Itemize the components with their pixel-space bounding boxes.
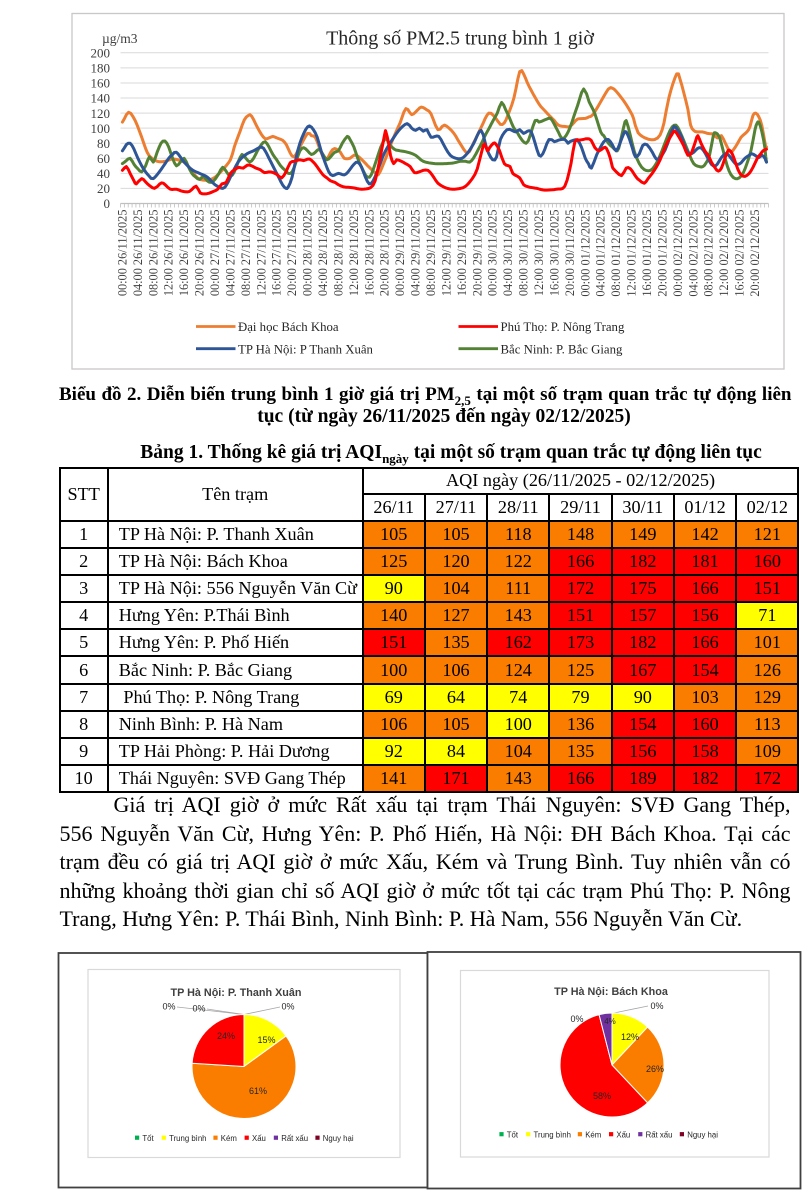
svg-text:TP Hà Nội: P. Thanh Xuân: TP Hà Nội: P. Thanh Xuân: [171, 987, 302, 999]
svg-text:Nguy hại: Nguy hại: [687, 1131, 718, 1140]
svg-text:0%: 0%: [650, 1001, 663, 1011]
svg-text:16:00 27/11/2025: 16:00 27/11/2025: [270, 210, 284, 297]
svg-text:Rất xấu: Rất xấu: [646, 1131, 673, 1140]
svg-text:04:00 29/11/2025: 04:00 29/11/2025: [409, 210, 423, 297]
svg-text:20:00 26/11/2025: 20:00 26/11/2025: [193, 210, 207, 297]
svg-text:200: 200: [91, 46, 111, 61]
svg-text:20:00 27/11/2025: 20:00 27/11/2025: [285, 210, 299, 297]
svg-text:61%: 61%: [249, 1086, 267, 1096]
svg-text:12%: 12%: [621, 1032, 639, 1042]
svg-text:Bắc Ninh: P. Bắc Giang: Bắc Ninh: P. Bắc Giang: [501, 342, 624, 356]
svg-text:Rất xấu: Rất xấu: [281, 1134, 308, 1143]
svg-text:140: 140: [91, 91, 111, 106]
svg-text:Kém: Kém: [221, 1134, 237, 1143]
svg-text:04:00 27/11/2025: 04:00 27/11/2025: [223, 210, 237, 297]
svg-text:20:00 29/11/2025: 20:00 29/11/2025: [470, 210, 484, 297]
svg-text:04:00 26/11/2025: 04:00 26/11/2025: [131, 210, 145, 297]
svg-text:15%: 15%: [257, 1035, 275, 1045]
svg-text:16:00 30/11/2025: 16:00 30/11/2025: [547, 210, 561, 297]
svg-text:12:00 28/11/2025: 12:00 28/11/2025: [347, 210, 361, 297]
svg-text:TP Hà Nội: P Thanh Xuân: TP Hà Nội: P Thanh Xuân: [238, 342, 374, 356]
svg-text:08:00 27/11/2025: 08:00 27/11/2025: [239, 210, 253, 297]
svg-text:00:00 27/11/2025: 00:00 27/11/2025: [208, 210, 222, 297]
svg-text:4%: 4%: [604, 1017, 616, 1026]
svg-text:100: 100: [91, 121, 111, 136]
svg-text:58%: 58%: [593, 1091, 611, 1101]
svg-text:16:00 01/12/2025: 16:00 01/12/2025: [640, 210, 654, 297]
svg-text:80: 80: [97, 136, 110, 151]
svg-text:12:00 02/12/2025: 12:00 02/12/2025: [717, 210, 731, 297]
svg-text:08:00 30/11/2025: 08:00 30/11/2025: [517, 210, 531, 297]
svg-text:0%: 0%: [570, 1014, 583, 1024]
svg-text:04:00 28/11/2025: 04:00 28/11/2025: [316, 210, 330, 297]
svg-text:16:00 26/11/2025: 16:00 26/11/2025: [177, 210, 191, 297]
svg-text:16:00 02/12/2025: 16:00 02/12/2025: [733, 210, 747, 297]
svg-text:20:00 01/12/2025: 20:00 01/12/2025: [655, 210, 669, 297]
svg-text:08:00 28/11/2025: 08:00 28/11/2025: [331, 210, 345, 297]
svg-text:04:00 01/12/2025: 04:00 01/12/2025: [594, 210, 608, 297]
svg-text:00:00 30/11/2025: 00:00 30/11/2025: [486, 210, 500, 297]
svg-text:00:00 26/11/2025: 00:00 26/11/2025: [115, 210, 129, 297]
svg-text:00:00 29/11/2025: 00:00 29/11/2025: [393, 210, 407, 297]
svg-text:Phú Thọ: P. Nông Trang: Phú Thọ: P. Nông Trang: [501, 320, 625, 334]
svg-text:12:00 26/11/2025: 12:00 26/11/2025: [162, 210, 176, 297]
svg-text:Trung bình: Trung bình: [534, 1131, 571, 1140]
svg-text:08:00 29/11/2025: 08:00 29/11/2025: [424, 210, 438, 297]
svg-text:20:00 30/11/2025: 20:00 30/11/2025: [563, 210, 577, 297]
svg-text:08:00 26/11/2025: 08:00 26/11/2025: [146, 210, 160, 297]
svg-text:Xấu: Xấu: [252, 1134, 266, 1143]
svg-text:60: 60: [97, 151, 110, 166]
svg-text:26%: 26%: [646, 1064, 664, 1074]
svg-text:0%: 0%: [281, 1002, 294, 1012]
svg-text:0%: 0%: [162, 1002, 175, 1012]
svg-text:µg/m3: µg/m3: [102, 31, 138, 46]
svg-text:20:00 28/11/2025: 20:00 28/11/2025: [378, 210, 392, 297]
svg-text:0: 0: [104, 196, 111, 211]
svg-text:120: 120: [91, 106, 111, 121]
svg-text:12:00 01/12/2025: 12:00 01/12/2025: [625, 210, 639, 297]
svg-text:24%: 24%: [217, 1031, 235, 1041]
svg-text:40: 40: [97, 166, 110, 181]
svg-text:Tốt: Tốt: [142, 1134, 154, 1143]
svg-text:12:00 30/11/2025: 12:00 30/11/2025: [532, 210, 546, 297]
svg-text:160: 160: [91, 76, 111, 91]
svg-text:20: 20: [97, 181, 110, 196]
svg-text:04:00 02/12/2025: 04:00 02/12/2025: [686, 210, 700, 297]
svg-text:Trung bình: Trung bình: [169, 1134, 206, 1143]
svg-text:00:00 28/11/2025: 00:00 28/11/2025: [301, 210, 315, 297]
svg-text:16:00 28/11/2025: 16:00 28/11/2025: [362, 210, 376, 297]
svg-text:08:00 01/12/2025: 08:00 01/12/2025: [609, 210, 623, 297]
svg-text:Kém: Kém: [585, 1131, 601, 1140]
svg-text:TP Hà Nội: Bách Khoa: TP Hà Nội: Bách Khoa: [554, 986, 669, 998]
svg-text:04:00 30/11/2025: 04:00 30/11/2025: [501, 210, 515, 297]
svg-text:Đại học Bách Khoa: Đại học Bách Khoa: [238, 320, 339, 334]
svg-text:12:00 27/11/2025: 12:00 27/11/2025: [254, 210, 268, 297]
svg-text:180: 180: [91, 61, 111, 76]
svg-text:0%: 0%: [192, 1004, 205, 1014]
svg-text:Xấu: Xấu: [616, 1131, 630, 1140]
svg-text:16:00 29/11/2025: 16:00 29/11/2025: [455, 209, 469, 296]
svg-text:20:00 02/12/2025: 20:00 02/12/2025: [748, 210, 762, 297]
svg-text:Thông số PM2.5 trung bình 1 gi: Thông số PM2.5 trung bình 1 giờ: [326, 28, 594, 50]
svg-text:00:00 01/12/2025: 00:00 01/12/2025: [578, 210, 592, 297]
svg-text:Tốt: Tốt: [507, 1131, 519, 1140]
svg-text:08:00 02/12/2025: 08:00 02/12/2025: [702, 210, 716, 297]
svg-text:Nguy hại: Nguy hại: [323, 1134, 354, 1143]
svg-text:12:00 29/11/2025: 12:00 29/11/2025: [439, 210, 453, 297]
svg-text:00:00 02/12/2025: 00:00 02/12/2025: [671, 210, 685, 297]
